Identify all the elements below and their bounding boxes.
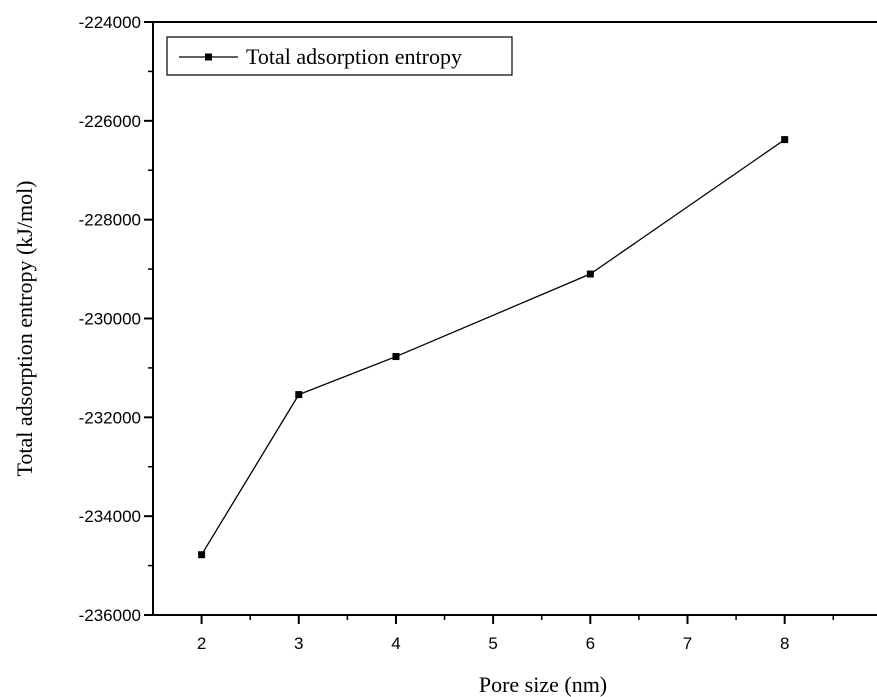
y-tick-label: -236000 <box>79 606 141 625</box>
x-tick-label: 8 <box>780 634 789 653</box>
y-tick-label: -230000 <box>79 310 141 329</box>
data-point <box>198 551 206 559</box>
y-ticks: -236000 -234000 -232000 -230000 -228000 -2260… <box>79 13 153 625</box>
data-point <box>295 391 303 399</box>
x-tick-label: 3 <box>294 634 303 653</box>
x-tick-label: 7 <box>683 634 692 653</box>
y-axis-title: Total adsorption entropy (kJ/mol) <box>12 180 37 476</box>
legend: Total adsorption entropy <box>166 36 513 76</box>
series-lines <box>201 139 786 556</box>
series-line-segment <box>201 394 300 556</box>
x-tick-label: 4 <box>391 634 400 653</box>
x-tick-label: 2 <box>197 634 206 653</box>
data-point <box>781 136 789 144</box>
series-line-segment <box>395 273 591 358</box>
data-point <box>392 353 400 361</box>
legend-marker-sample <box>205 53 212 61</box>
y-tick-label: -234000 <box>79 507 141 526</box>
y-tick-label: -226000 <box>79 112 141 131</box>
x-ticks: 23456789 <box>197 615 835 653</box>
y-tick-label: -232000 <box>79 408 141 427</box>
data-point <box>586 270 594 278</box>
series-line-segment <box>298 355 397 396</box>
y-tick-label: -224000 <box>79 13 141 32</box>
legend-label: Total adsorption entropy <box>246 44 462 69</box>
x-axis-title: Pore size (nm) <box>479 672 607 697</box>
x-tick-label: 5 <box>488 634 497 653</box>
y-tick-label: -228000 <box>79 211 141 230</box>
series-markers <box>198 136 789 559</box>
x-tick-label: 6 <box>586 634 595 653</box>
legend-box <box>166 36 513 76</box>
series-line-segment <box>589 139 786 275</box>
plot-frame <box>152 21 877 616</box>
